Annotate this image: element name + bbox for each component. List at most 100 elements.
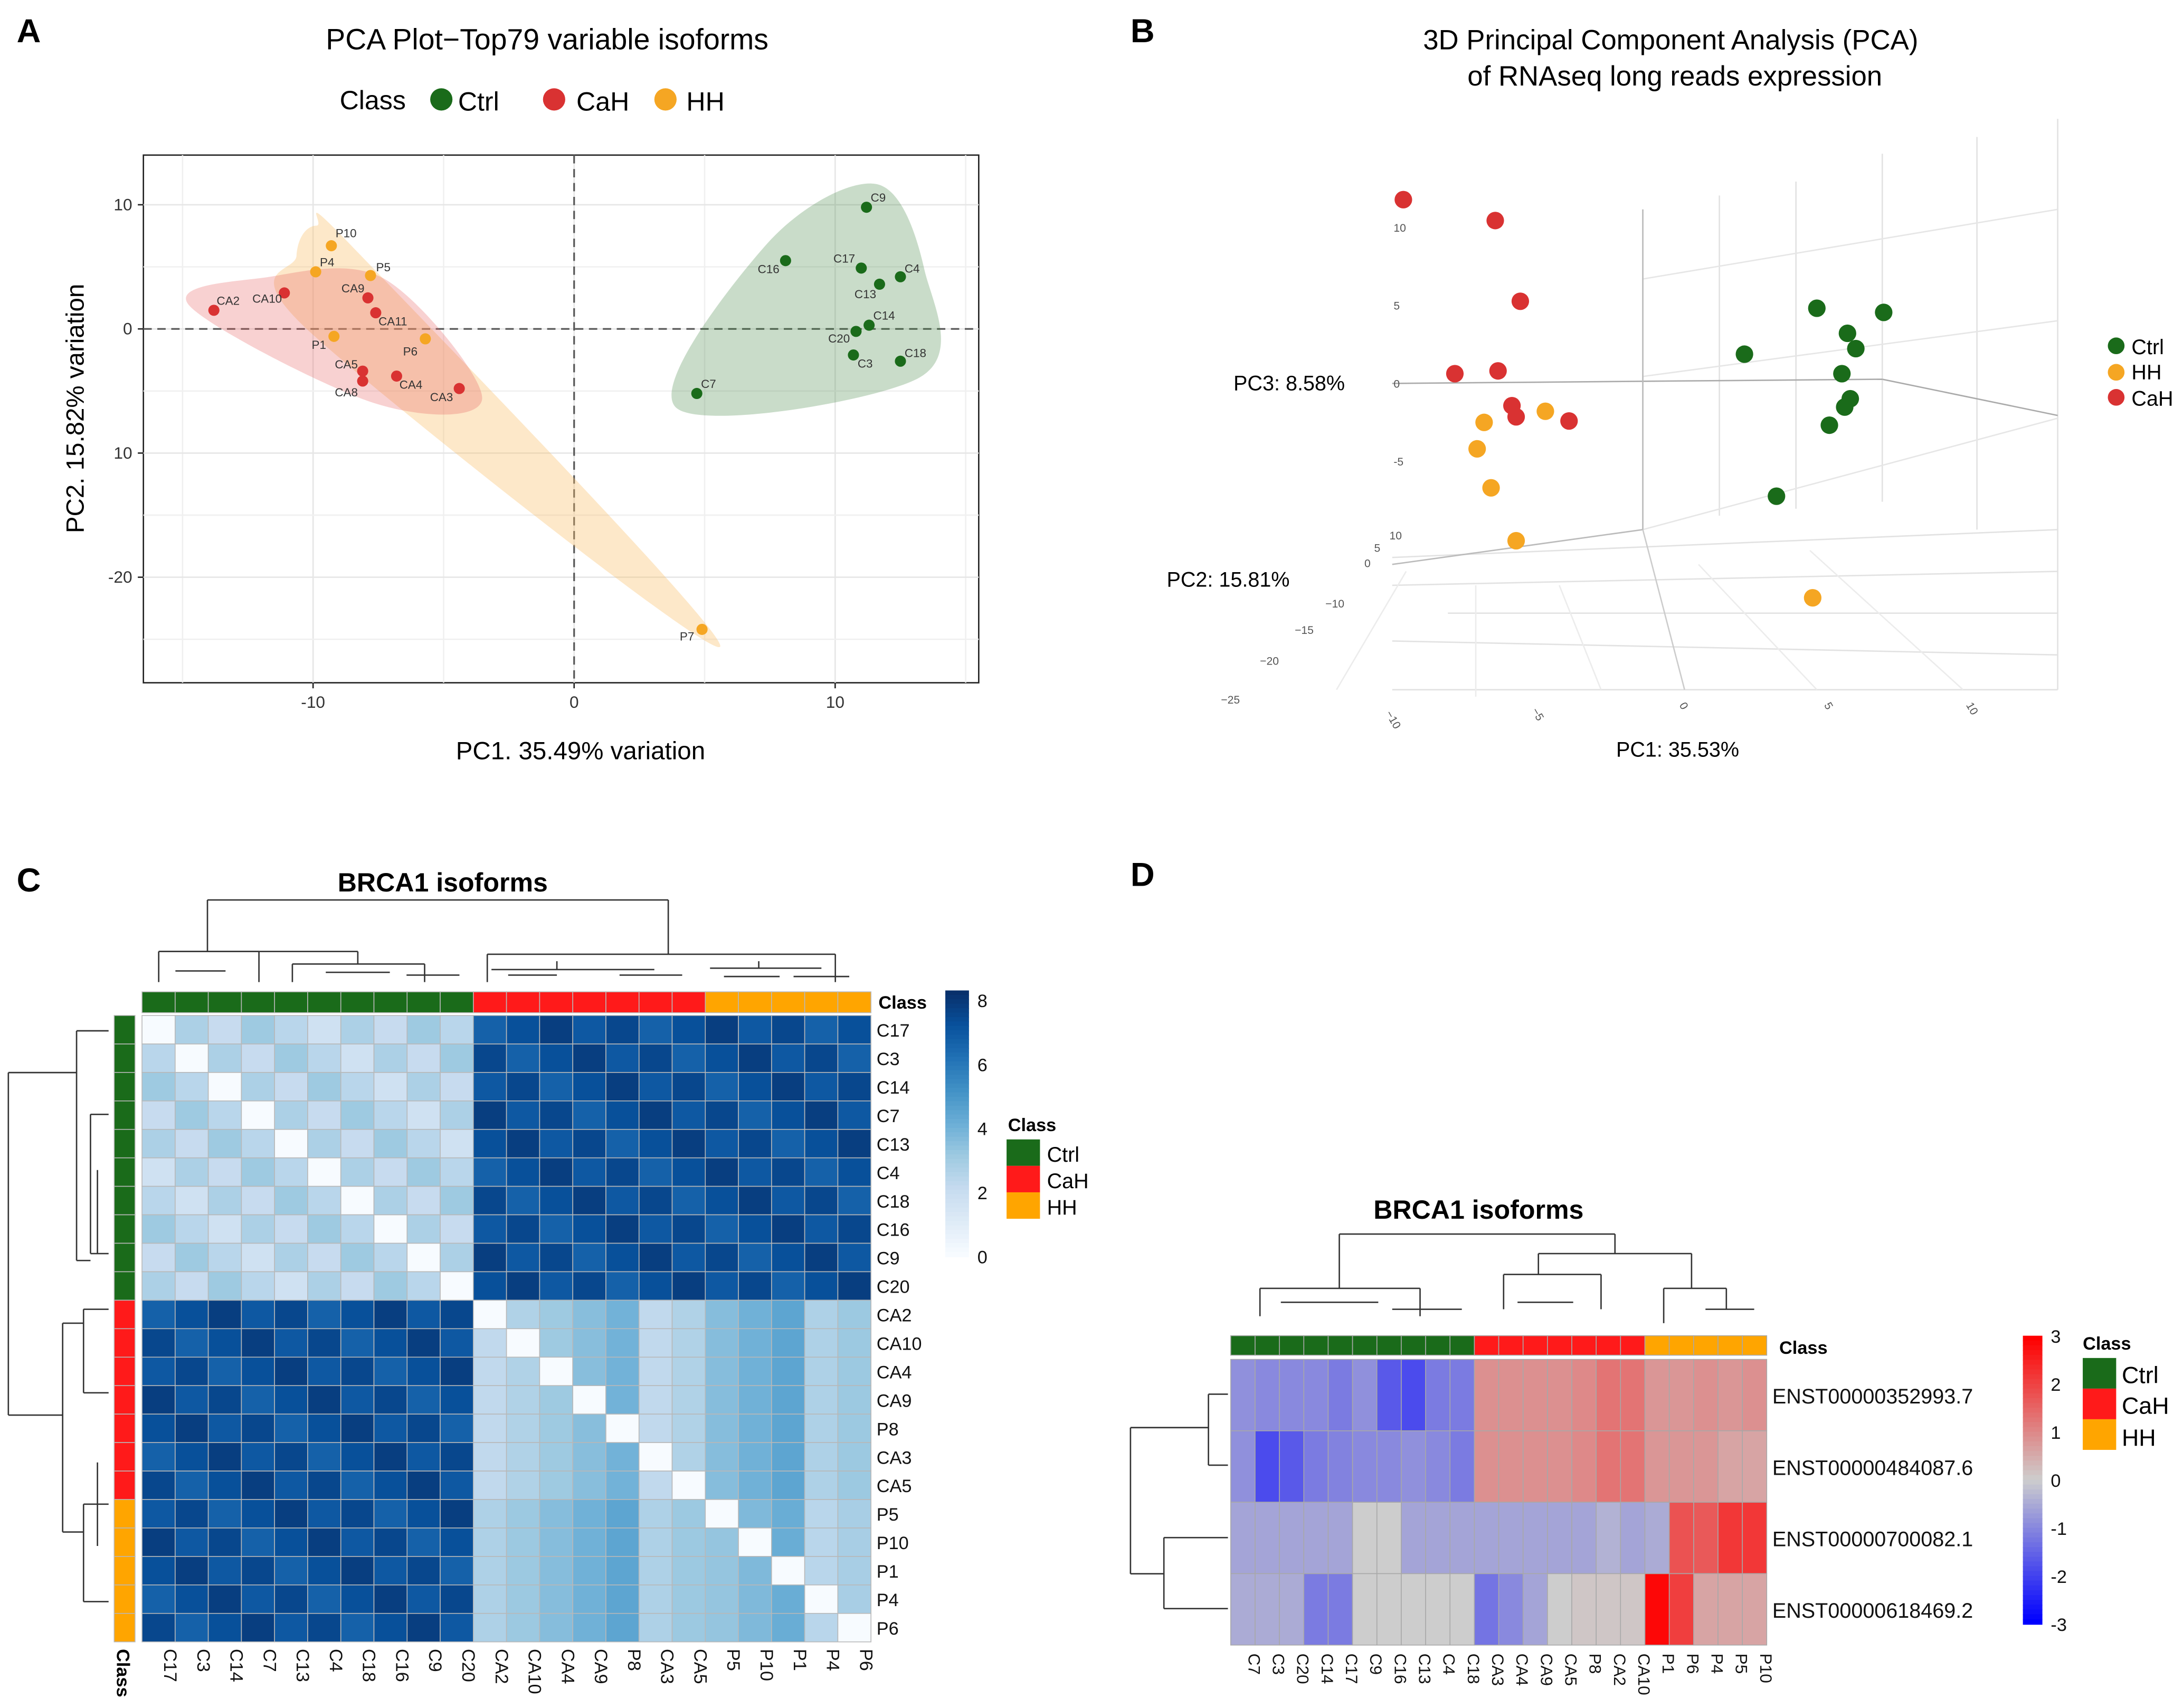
heatmap-c-cell xyxy=(340,1185,375,1216)
heatmap-c-cell xyxy=(671,1499,706,1529)
heatmap-c-cell xyxy=(340,1584,375,1614)
pc2-tick-label: −20 xyxy=(1260,655,1279,667)
point-3d-hh xyxy=(1507,532,1525,550)
heatmap-c-cell xyxy=(440,1328,474,1358)
heatmap-d-cell xyxy=(1742,1502,1768,1574)
heatmap-c-cell xyxy=(340,1214,375,1244)
heatmap-d-cell xyxy=(1596,1502,1621,1574)
x-tick-label: 10 xyxy=(826,692,844,711)
heatmap-d-cell xyxy=(1620,1430,1646,1503)
heatmap-c-row-label: C18 xyxy=(877,1192,910,1212)
heatmap-c-cell xyxy=(373,1072,408,1102)
colorbar-d-step xyxy=(2023,1422,2043,1428)
grid-line xyxy=(1336,571,1407,690)
heatmap-c-cell xyxy=(340,1499,375,1529)
colorbar-d-step xyxy=(2023,1537,2043,1543)
heatmap-c-cell xyxy=(274,1356,308,1387)
heatmap-c-cell xyxy=(241,1612,275,1643)
colorbar-d-step xyxy=(2023,1580,2043,1587)
point-3d-ctrl xyxy=(1820,416,1838,434)
heatmap-c-cell xyxy=(539,1043,573,1073)
heatmap-c-cell xyxy=(837,1470,871,1500)
heatmap-c-cell xyxy=(373,1442,408,1472)
heatmap-c-cell xyxy=(241,1242,275,1273)
heatmap-c-cell xyxy=(473,1584,507,1614)
heatmap-c-cell xyxy=(804,1556,839,1586)
point-label-c7: C7 xyxy=(701,377,716,391)
colorbar-c-tick: 2 xyxy=(977,1183,988,1203)
heatmap-c-cell xyxy=(340,1242,375,1273)
col-class-bar xyxy=(1742,1335,1768,1356)
colorbar-c-step xyxy=(945,1221,969,1227)
heatmap-c-cell xyxy=(837,1185,871,1216)
colorbar-d-step xyxy=(2023,1523,2043,1529)
heatmap-c-cell xyxy=(804,1470,839,1500)
heatmap-c-col-label: CA9 xyxy=(591,1649,611,1684)
point-3d-ctrl xyxy=(1808,299,1826,317)
heatmap-d-col-label: P8 xyxy=(1586,1654,1605,1674)
heatmap-d-cell xyxy=(1717,1573,1743,1646)
colorbar-c-step xyxy=(945,1092,969,1098)
heatmap-c-cell xyxy=(274,1015,308,1045)
heatmap-c-row-label: P10 xyxy=(877,1533,909,1553)
row-class-bar xyxy=(113,1413,136,1443)
heatmap-c-cell xyxy=(373,1413,408,1443)
heatmap-d-col-label: CA2 xyxy=(1610,1654,1629,1686)
heatmap-c-cell xyxy=(638,1043,673,1073)
heatmap-c-cell xyxy=(274,1527,308,1557)
heatmap-c-cell xyxy=(207,1271,242,1301)
heatmap-c-cell xyxy=(274,1072,308,1102)
heatmap-c-cell xyxy=(207,1442,242,1472)
panel-letter-a: A xyxy=(17,13,41,50)
heatmap-c-cell xyxy=(572,1328,606,1358)
heatmap-c-cell xyxy=(705,1043,739,1073)
heatmap-c-cell xyxy=(440,1043,474,1073)
heatmap-c-cell xyxy=(207,1356,242,1387)
heatmap-c-cell xyxy=(671,1015,706,1045)
colorbar-d-step xyxy=(2023,1527,2043,1534)
pc3-tick-label: -5 xyxy=(1393,456,1403,468)
heatmap-c-cell xyxy=(671,1413,706,1443)
pca-2d-title: PCA Plot−Top79 variable isoforms xyxy=(326,23,768,55)
point-c14 xyxy=(863,319,875,331)
heatmap-c-cell xyxy=(738,1413,772,1443)
pca-3d-title-line2: of RNAseq long reads expression xyxy=(1467,61,1882,92)
heatmap-c-cell xyxy=(440,1413,474,1443)
grid-line xyxy=(1643,208,2058,280)
heatmap-c-cell xyxy=(340,1413,375,1443)
heatmap-c-cell xyxy=(506,1584,540,1614)
heatmap-c-cell xyxy=(141,1328,176,1358)
col-class-bar xyxy=(1522,1335,1548,1356)
heatmap-d-cell xyxy=(1474,1573,1499,1646)
heatmap-c-cell xyxy=(705,1271,739,1301)
point-3d-hh xyxy=(1536,402,1554,420)
heatmap-c-col-label: P8 xyxy=(624,1649,644,1671)
col-class-bar xyxy=(406,991,441,1013)
heatmap-d-cell xyxy=(1401,1573,1426,1646)
grid-line xyxy=(1392,378,1883,384)
heatmap-c-cell xyxy=(804,1100,839,1130)
legend-label-ctrl: Ctrl xyxy=(458,87,499,116)
panel-letter-c: C xyxy=(17,862,41,899)
heatmap-c-cell xyxy=(671,1242,706,1273)
heatmap-c-cell xyxy=(207,1470,242,1500)
legend-dot-ctrl xyxy=(430,88,453,111)
heatmap-c-cell xyxy=(340,1100,375,1130)
heatmap-c-cell xyxy=(440,1470,474,1500)
colorbar-c-step xyxy=(945,1172,969,1178)
heatmap-c-row-label: C14 xyxy=(877,1078,910,1098)
heatmap-c-cell xyxy=(539,1356,573,1387)
colorbar-d-step xyxy=(2023,1374,2043,1380)
heatmap-c-cell xyxy=(638,1527,673,1557)
col-class-bar xyxy=(141,991,176,1013)
heatmap-c-cell xyxy=(539,1413,573,1443)
heatmap-d-cell xyxy=(1742,1430,1768,1503)
heatmap-c-col-label: C18 xyxy=(359,1649,379,1682)
heatmap-d-cell xyxy=(1279,1573,1305,1646)
colorbar-d-step xyxy=(2023,1465,2043,1472)
point-3d-hh xyxy=(1482,479,1500,497)
colorbar-d-tick: 3 xyxy=(2051,1327,2061,1347)
heatmap-c-cell xyxy=(506,1242,540,1273)
heatmap-c-cell xyxy=(141,1527,176,1557)
heatmap-c-cell xyxy=(539,1157,573,1187)
